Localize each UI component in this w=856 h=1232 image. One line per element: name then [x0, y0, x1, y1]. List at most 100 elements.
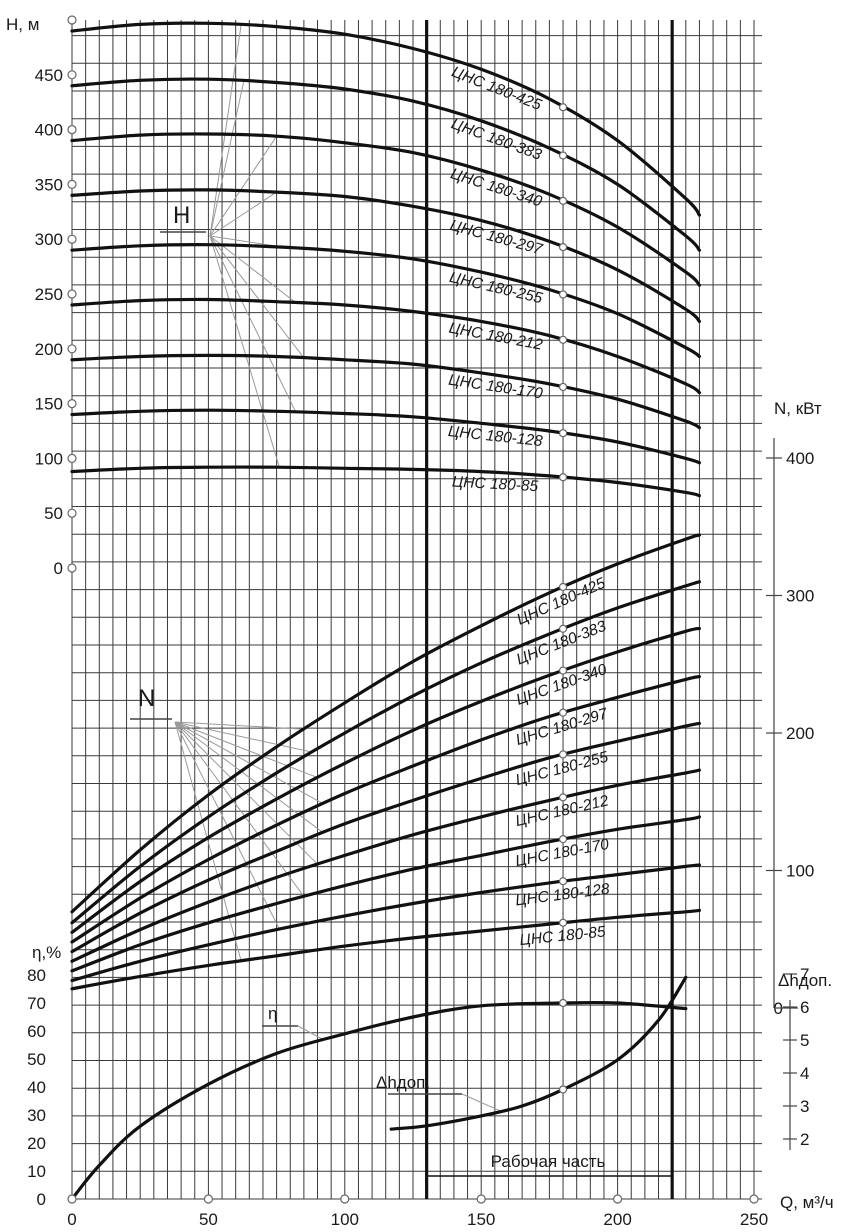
npsh-curve — [389, 975, 688, 1131]
efficiency-leader-line — [297, 1025, 324, 1040]
npsh-leader-line — [461, 1093, 501, 1112]
head-curve-marker — [558, 151, 568, 160]
power-curve-marker — [558, 918, 568, 927]
efficiency-tick-label: 70 — [27, 994, 46, 1013]
npsh-curve-marker — [558, 1085, 568, 1094]
head-tick-label: 200 — [35, 340, 63, 359]
head-tick-label: 250 — [35, 285, 63, 304]
head-leader-line — [209, 191, 277, 237]
head-tick-marker — [67, 453, 77, 463]
head-leader-line — [209, 135, 278, 237]
labels: 0 50 100 150 200 2500501001502002503003504004… — [27, 15, 814, 1229]
efficiency-tick-label: 60 — [27, 1022, 46, 1041]
power-curve-marker — [558, 666, 568, 675]
x-tick-label: 150 — [467, 1210, 495, 1229]
x-tick-label: 200 — [603, 1210, 631, 1229]
x-tick-marker — [476, 1194, 486, 1204]
power-curve — [70, 863, 701, 983]
power-curve — [70, 533, 701, 914]
efficiency-tick-label: 40 — [27, 1078, 46, 1097]
efficiency-letter: η — [268, 1004, 277, 1023]
power-leader-line — [174, 721, 318, 779]
npsh-curve-label: Δhдоп. — [376, 1073, 430, 1092]
efficiency-curve-marker — [558, 998, 568, 1008]
head-tick-marker — [67, 508, 77, 518]
head-leader-line — [209, 80, 245, 237]
head-curve — [70, 297, 701, 395]
head-tick-marker — [67, 563, 77, 573]
power-curve — [70, 908, 701, 991]
head-tick-marker — [67, 179, 77, 189]
npsh-tick-label: 4 — [800, 1064, 809, 1083]
head-tick-marker — [67, 399, 77, 409]
head-curve-marker — [558, 242, 568, 252]
power-letter: N — [138, 685, 155, 712]
power-leader-line — [174, 721, 242, 961]
head-leader-line — [209, 235, 305, 359]
head-curve — [70, 243, 701, 359]
x-tick-label: 250 — [740, 1210, 768, 1229]
power-leader-line — [174, 721, 324, 805]
head-curve — [70, 132, 701, 287]
head-tick-label: 100 — [35, 449, 63, 468]
head-tick-marker — [67, 344, 77, 354]
efficiency-tick-label: 50 — [27, 1050, 46, 1069]
power-curve-marker — [558, 582, 568, 592]
head-tick-label: 300 — [35, 230, 63, 249]
power-tick-label: 300 — [786, 587, 814, 606]
npsh-tick-label: 5 — [800, 1031, 809, 1050]
efficiency-tick-label: 80 — [27, 966, 46, 985]
power-curve — [70, 626, 701, 934]
curves — [70, 21, 701, 1201]
efficiency-tick-label: 30 — [27, 1106, 46, 1125]
head-curve-marker — [558, 473, 568, 482]
head-leader-line — [209, 235, 297, 303]
power-curve-marker — [558, 708, 568, 717]
head-tick-marker — [67, 70, 77, 80]
head-curve-marker — [558, 335, 568, 344]
head-leader-line — [209, 235, 280, 468]
power-tick-label: 100 — [786, 862, 814, 881]
npsh-tick-label: 2 — [800, 1130, 809, 1149]
power-curve-marker — [558, 624, 568, 633]
efficiency-axis-title: η,% — [32, 943, 61, 962]
power-curve — [70, 580, 701, 925]
head-axis-title: Н, м — [6, 15, 39, 34]
power-curve-marker — [558, 750, 568, 759]
head-curve — [70, 77, 701, 252]
head-tick-label: 400 — [35, 121, 63, 140]
x-tick-label: 50 — [199, 1210, 218, 1229]
efficiency-tick-label: 10 — [27, 1162, 46, 1181]
head-tick-marker — [67, 125, 77, 135]
head-curve — [70, 465, 701, 498]
efficiency-tick-label: 0 — [37, 1190, 46, 1209]
power-tick-label: 200 — [786, 724, 814, 743]
npsh-tick-label: 7 — [800, 965, 809, 984]
head-tick-label: 0 — [54, 559, 63, 578]
x-tick-marker — [67, 1194, 77, 1204]
power-axis-title: N, кВт — [774, 399, 822, 418]
head-tick-label: 450 — [35, 66, 63, 85]
head-tick-marker — [67, 289, 77, 299]
npsh-axis-title: Δhдоп. — [778, 971, 832, 990]
working-range-label: Рабочая часть — [491, 1152, 606, 1171]
head-curve — [70, 188, 701, 323]
head-leader-line — [209, 24, 242, 237]
x-tick-label: 0 — [67, 1210, 76, 1229]
head-tick-label: 350 — [35, 175, 63, 194]
head-tick-label: 50 — [44, 504, 63, 523]
head-curve-marker — [558, 196, 568, 205]
head-curve-label: ЦНС 180-85 — [452, 474, 539, 496]
head-top-marker — [67, 15, 77, 25]
power-leader-line — [174, 721, 304, 730]
power-curve — [70, 815, 701, 973]
npsh-tick-label: 6 — [800, 998, 809, 1017]
head-curve-marker — [558, 382, 568, 392]
x-axis-title: Q, м³/ч — [780, 1193, 834, 1212]
head-curve — [70, 408, 701, 465]
power-leader-line — [174, 721, 305, 897]
head-curve-marker — [558, 290, 568, 299]
x-tick-marker — [612, 1194, 623, 1204]
head-tick-marker — [67, 234, 77, 244]
power-curve — [70, 768, 701, 963]
